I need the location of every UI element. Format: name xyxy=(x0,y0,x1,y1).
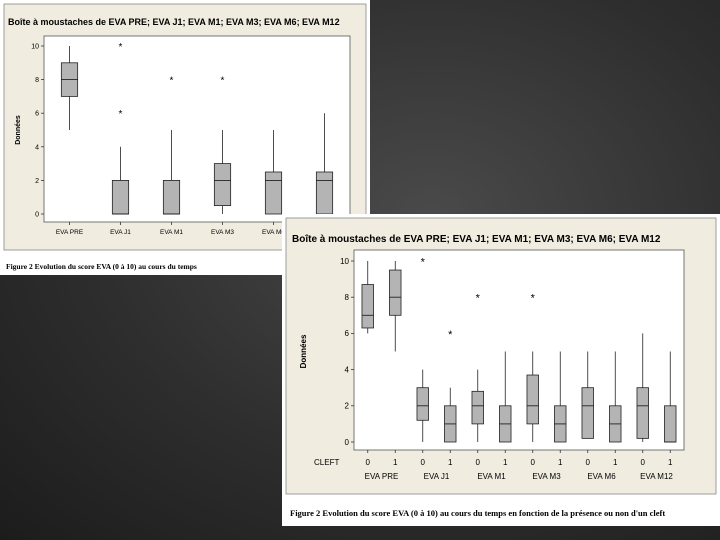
y-tick-label: 4 xyxy=(35,144,39,151)
subcategory-label: 0 xyxy=(531,458,536,467)
y-axis-label: Données xyxy=(299,334,308,368)
box-iqr xyxy=(471,390,484,425)
outlier-marker: * xyxy=(221,75,225,86)
category-label: EVA M1 xyxy=(160,229,183,236)
box-iqr xyxy=(389,269,402,316)
y-tick-label: 8 xyxy=(345,293,350,302)
boxplot-chart-2: Boîte à moustaches de EVA PRE; EVA J1; E… xyxy=(285,217,717,495)
subcategory-label: 0 xyxy=(421,458,426,467)
figure-caption-2: Figure 2 Evolution du score EVA (0 à 10)… xyxy=(290,508,666,518)
box-group: * xyxy=(444,329,457,443)
outlier-marker: * xyxy=(421,256,426,268)
outlier-marker: * xyxy=(476,293,481,305)
category-label: EVA M6 xyxy=(262,229,285,236)
category-label: EVA M12 xyxy=(640,472,673,481)
y-tick-label: 10 xyxy=(31,43,39,50)
box-group: * xyxy=(471,293,484,442)
box-iqr xyxy=(213,163,232,207)
group-label: CLEFT xyxy=(314,458,339,467)
boxplot-chart-1: Boîte à moustaches de EVA PRE; EVA J1; E… xyxy=(3,3,367,251)
y-tick-label: 8 xyxy=(35,77,39,84)
y-tick-label: 4 xyxy=(345,365,350,374)
category-label: EVA PRE xyxy=(365,472,399,481)
box-iqr xyxy=(526,374,539,425)
box-iqr xyxy=(162,179,181,215)
box-group xyxy=(361,261,374,334)
chart-panel-1: Boîte à moustaches de EVA PRE; EVA J1; E… xyxy=(0,0,370,275)
box-iqr xyxy=(111,179,130,215)
subcategory-label: 0 xyxy=(641,458,646,467)
subcategory-label: 1 xyxy=(503,458,508,467)
outlier-marker: * xyxy=(119,42,123,53)
box-iqr xyxy=(315,171,334,215)
category-label: EVA M3 xyxy=(532,472,561,481)
subcategory-label: 0 xyxy=(366,458,371,467)
box-iqr xyxy=(581,387,594,439)
subcategory-label: 1 xyxy=(558,458,563,467)
subcategory-label: 1 xyxy=(448,458,453,467)
box-group xyxy=(664,351,677,443)
box-group: ** xyxy=(111,42,130,215)
y-tick-label: 6 xyxy=(35,111,39,118)
plot-area xyxy=(353,249,685,451)
outlier-marker: * xyxy=(448,329,453,341)
box-group xyxy=(499,351,512,443)
outlier-marker: * xyxy=(531,293,536,305)
y-tick-label: 0 xyxy=(345,438,350,447)
box-iqr xyxy=(361,284,374,329)
box-iqr xyxy=(416,387,429,421)
subcategory-label: 0 xyxy=(476,458,481,467)
category-label: EVA PRE xyxy=(56,229,84,236)
subcategory-label: 1 xyxy=(668,458,673,467)
category-label: EVA M3 xyxy=(211,229,234,236)
figure-caption-1: Figure 2 Evolution du score EVA (0 à 10)… xyxy=(6,262,197,271)
outlier-marker: * xyxy=(170,75,174,86)
category-label: EVA J1 xyxy=(110,229,131,236)
box-group xyxy=(554,351,567,443)
box-group xyxy=(581,351,594,439)
y-axis-label: Données xyxy=(15,115,22,145)
plot-area xyxy=(43,35,351,223)
y-tick-label: 2 xyxy=(35,178,39,185)
box-group: * xyxy=(162,75,181,215)
y-tick-label: 10 xyxy=(340,257,349,266)
outlier-marker: * xyxy=(119,109,123,120)
category-label: EVA M1 xyxy=(477,472,506,481)
box-group xyxy=(60,46,79,130)
box-iqr xyxy=(664,405,677,443)
subcategory-label: 1 xyxy=(393,458,398,467)
subcategory-label: 0 xyxy=(586,458,591,467)
box-group xyxy=(389,261,402,352)
chart-panel-2: Boîte à moustaches de EVA PRE; EVA J1; E… xyxy=(282,214,720,526)
subcategory-label: 1 xyxy=(613,458,618,467)
box-iqr xyxy=(636,387,649,439)
box-group: * xyxy=(526,293,539,442)
box-iqr xyxy=(264,171,283,215)
chart-title: Boîte à moustaches de EVA PRE; EVA J1; E… xyxy=(292,234,661,245)
box-group: * xyxy=(416,256,429,442)
box-group xyxy=(636,333,649,442)
y-tick-label: 0 xyxy=(35,211,39,218)
box-group xyxy=(264,130,283,215)
box-group xyxy=(609,351,622,443)
category-label: EVA M6 xyxy=(587,472,616,481)
category-label: EVA J1 xyxy=(424,472,450,481)
y-tick-label: 6 xyxy=(345,329,350,338)
box-group: * xyxy=(213,75,232,214)
chart-title: Boîte à moustaches de EVA PRE; EVA J1; E… xyxy=(8,17,340,27)
y-tick-label: 2 xyxy=(345,402,350,411)
